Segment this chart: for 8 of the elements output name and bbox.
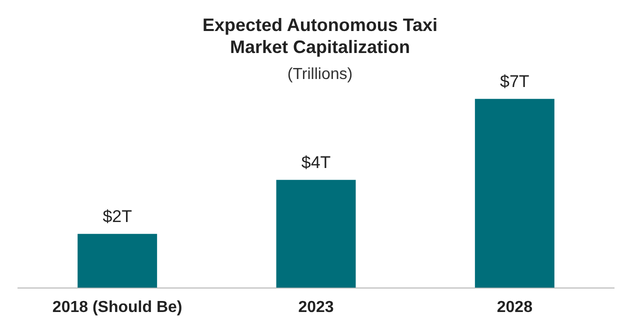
data-label: $4T bbox=[301, 153, 331, 172]
x-tick-label: 2028 bbox=[496, 298, 533, 316]
chart-title: Expected Autonomous Taxi Market Capitalization bbox=[201, 14, 439, 58]
chart-subtitle: (Trillions) bbox=[287, 66, 353, 83]
data-label: $7T bbox=[500, 72, 530, 92]
x-tick-label: 2018 (Should Be) bbox=[52, 298, 182, 316]
x-tick-label: 2023 bbox=[298, 298, 334, 316]
data-label: $2T bbox=[102, 207, 132, 226]
